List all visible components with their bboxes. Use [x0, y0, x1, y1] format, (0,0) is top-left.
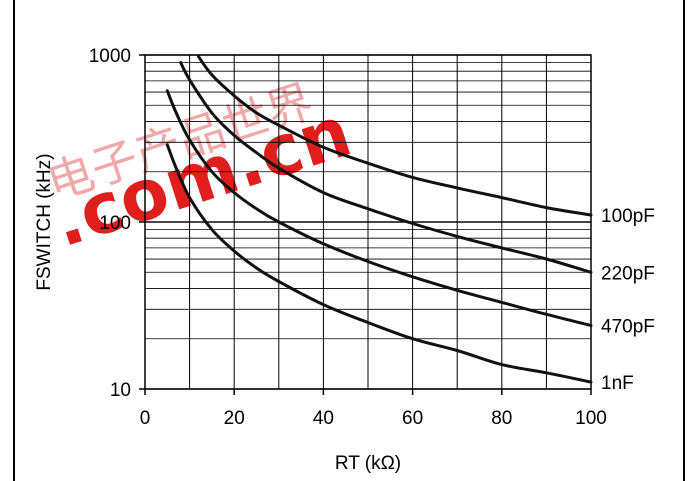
- grid: [144, 54, 592, 390]
- series-label-100pF: 100pF: [601, 206, 655, 227]
- series-line-220pF: [179, 61, 593, 274]
- series-group: [165, 55, 593, 384]
- y-tick-label: 1000: [89, 46, 131, 67]
- y-axis-title: FSWITCH (kHz): [34, 153, 55, 290]
- y-tick-label: 100: [99, 213, 131, 234]
- x-tick-label: 80: [491, 408, 512, 429]
- x-tick-label: 100: [575, 408, 607, 429]
- series-line-1nF: [165, 143, 593, 384]
- series-line-100pF: [197, 55, 593, 217]
- x-axis-title: RT (kΩ): [335, 453, 401, 474]
- y-tick-labels: 10 100 1000: [89, 46, 145, 401]
- series-label-1nF: 1nF: [601, 373, 634, 394]
- x-tick-label: 60: [402, 408, 423, 429]
- x-tick-label: 20: [224, 408, 245, 429]
- x-tick-labels: 0 20 40 60 80 100: [140, 389, 607, 429]
- series-label-220pF: 220pF: [601, 263, 655, 284]
- x-tick-label: 0: [140, 408, 151, 429]
- x-tick-label: 40: [313, 408, 334, 429]
- series-label-470pF: 470pF: [601, 317, 655, 338]
- y-tick-label: 10: [110, 380, 131, 401]
- watermark: 电子产品世界 .com.cn: [40, 74, 360, 263]
- series-labels: 100pF 220pF 470pF 1nF: [601, 206, 655, 394]
- series-line-470pF: [165, 89, 593, 327]
